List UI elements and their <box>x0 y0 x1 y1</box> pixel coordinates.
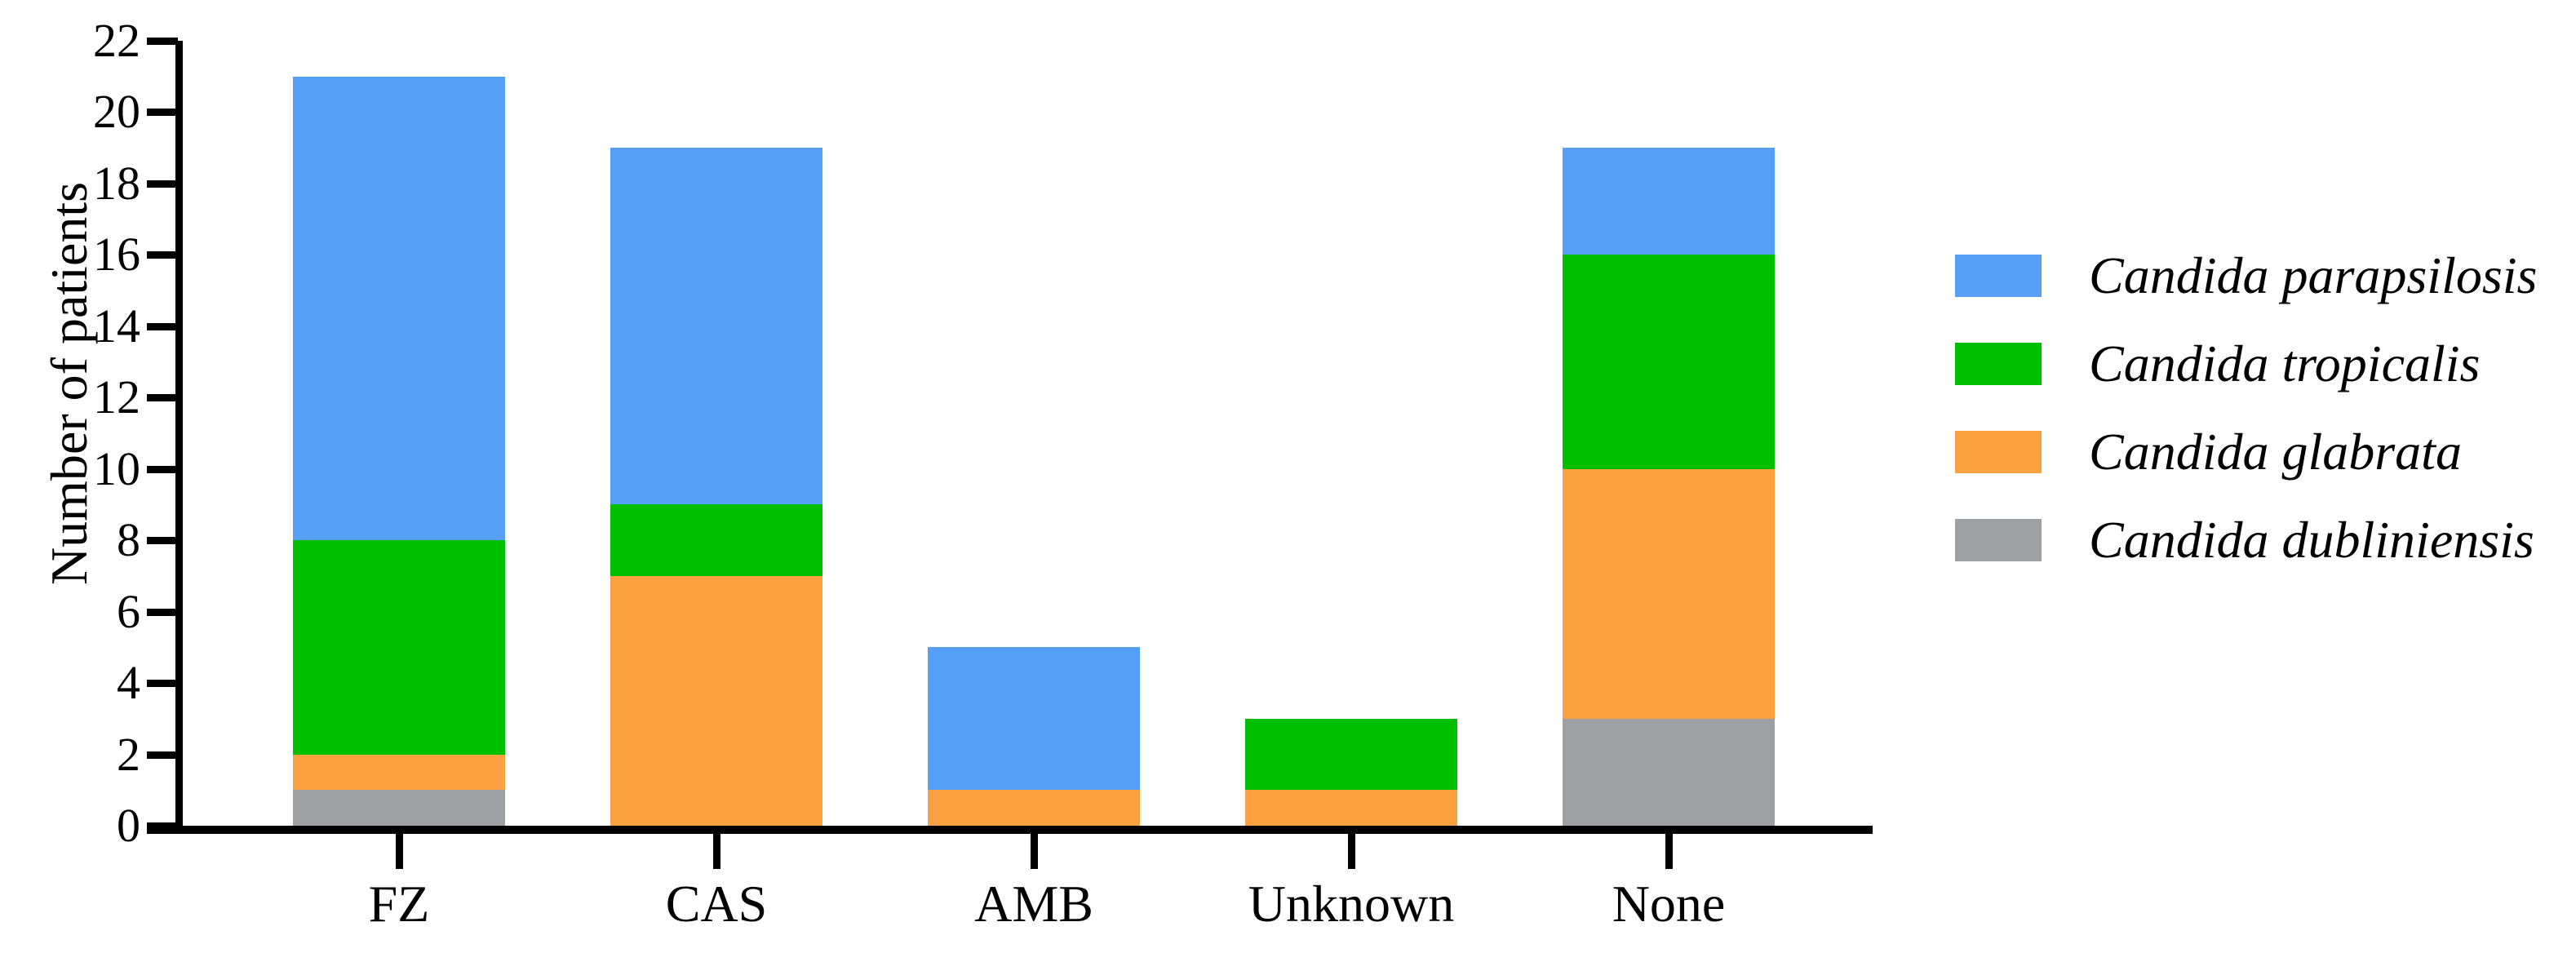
bar-segment-candida-dubliniensis-none <box>1563 718 1775 826</box>
bar-segment-candida-parapsilosis-fz <box>293 76 505 541</box>
bar-segment-candida-tropicalis-fz <box>293 540 505 755</box>
legend-swatch-candida-glabrata <box>1955 431 2042 473</box>
x-tick-unknown <box>1348 833 1355 869</box>
x-category-label-none: None <box>1612 875 1726 933</box>
x-category-label-amb: AMB <box>974 875 1093 933</box>
legend-swatch-candida-parapsilosis <box>1955 255 2042 297</box>
bar-segment-candida-tropicalis-unknown <box>1245 718 1457 791</box>
y-tick-label-18: 18 <box>93 156 140 210</box>
bar-segment-candida-glabrata-fz <box>293 754 505 791</box>
y-tick-8 <box>147 537 178 545</box>
legend-item-candida-dubliniensis: Candida dubliniensis <box>1955 509 2534 571</box>
bar-segment-candida-tropicalis-cas <box>610 504 822 576</box>
y-tick-label-12: 12 <box>93 370 140 424</box>
y-tick-14 <box>147 322 178 330</box>
y-tick-6 <box>147 608 178 616</box>
x-tick-amb <box>1031 833 1038 869</box>
legend-item-candida-parapsilosis: Candida parapsilosis <box>1955 245 2537 307</box>
y-tick-16 <box>147 251 178 259</box>
y-tick-22 <box>147 38 178 45</box>
bar-segment-candida-parapsilosis-cas <box>610 148 822 505</box>
bar-segment-candida-parapsilosis-amb <box>928 647 1140 791</box>
x-tick-cas <box>713 833 720 869</box>
legend-label-candida-dubliniensis: Candida dubliniensis <box>2089 511 2534 569</box>
legend-label-candida-glabrata: Candida glabrata <box>2089 423 2462 481</box>
y-tick-20 <box>147 109 178 117</box>
y-tick-label-14: 14 <box>93 299 140 352</box>
legend-swatch-candida-tropicalis <box>1955 343 2042 385</box>
y-tick-18 <box>147 180 178 188</box>
legend-label-candida-tropicalis: Candida tropicalis <box>2089 335 2481 392</box>
legend-label-candida-parapsilosis: Candida parapsilosis <box>2089 246 2538 304</box>
bar-segment-candida-glabrata-amb <box>928 790 1140 826</box>
x-category-label-cas: CAS <box>665 875 768 933</box>
bar-segment-candida-glabrata-none <box>1563 468 1775 719</box>
y-tick-0 <box>147 822 178 830</box>
y-tick-4 <box>147 680 178 688</box>
x-tick-none <box>1665 833 1673 869</box>
y-tick-2 <box>147 751 178 759</box>
x-category-label-unknown: Unknown <box>1248 875 1455 933</box>
x-axis-line <box>147 826 1873 834</box>
bar-segment-candida-tropicalis-none <box>1563 255 1775 469</box>
bar-segment-candida-dubliniensis-fz <box>293 790 505 826</box>
y-tick-label-4: 4 <box>117 656 140 710</box>
y-tick-10 <box>147 465 178 473</box>
legend-item-candida-tropicalis: Candida tropicalis <box>1955 333 2480 395</box>
legend-item-candida-glabrata: Candida glabrata <box>1955 421 2462 483</box>
y-tick-label-0: 0 <box>117 799 140 852</box>
x-category-label-fz: FZ <box>368 875 430 933</box>
x-tick-fz <box>396 833 403 869</box>
y-tick-label-22: 22 <box>93 14 140 67</box>
y-tick-label-16: 16 <box>93 228 140 281</box>
y-tick-label-8: 8 <box>117 513 140 567</box>
bar-segment-candida-glabrata-unknown <box>1245 790 1457 826</box>
bar-segment-candida-glabrata-cas <box>610 575 822 826</box>
y-tick-label-20: 20 <box>93 85 140 139</box>
bar-segment-candida-parapsilosis-none <box>1563 148 1775 255</box>
legend-swatch-candida-dubliniensis <box>1955 519 2042 561</box>
y-tick-label-6: 6 <box>117 584 140 638</box>
y-tick-label-2: 2 <box>117 727 140 781</box>
y-axis-line <box>175 41 183 833</box>
y-tick-label-10: 10 <box>93 441 140 495</box>
y-tick-12 <box>147 394 178 402</box>
